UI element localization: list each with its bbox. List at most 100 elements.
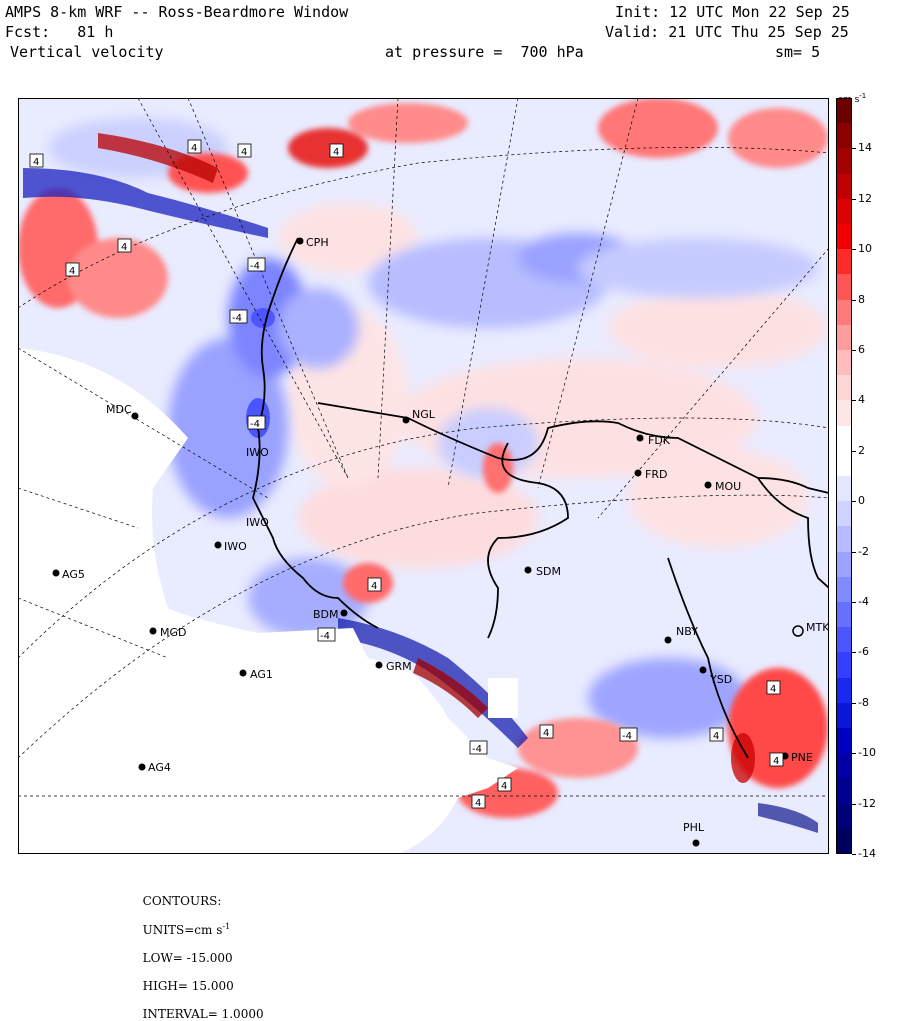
contour-label-box: 4: [187, 139, 202, 154]
svg-text:4: 4: [543, 728, 549, 739]
footer-contours: CONTOURS:: [142, 894, 222, 908]
footer-low: LOW= -15.000: [142, 951, 233, 965]
colorbar-tick: [852, 450, 856, 452]
pressure-level: at pressure = 700 hPa: [385, 43, 584, 61]
colorbar-label: 6: [858, 343, 865, 356]
station-dot-ag1: [239, 669, 247, 677]
svg-text:4: 4: [191, 143, 197, 154]
station-dot-mou: [704, 481, 712, 489]
colorbar-segment: [836, 224, 852, 250]
contour-label-box: 4: [65, 262, 80, 277]
svg-text:4: 4: [475, 798, 481, 809]
colorbar-tick: [852, 854, 856, 855]
colorbar-segment: [836, 476, 852, 502]
colorbar-tick: [852, 753, 856, 755]
svg-text:4: 4: [333, 147, 339, 158]
colorbar-segment: [836, 652, 852, 679]
colorbar-segment: [836, 602, 852, 628]
colorbar-label: 4: [858, 393, 865, 407]
colorbar-label: 0: [858, 494, 865, 508]
map-panel[interactable]: CPH MDC NGL FDK FRD MOU SDM IWO AG5 BDM …: [18, 98, 829, 854]
colorbar-tick: [852, 551, 856, 553]
station-dot-phl: [692, 839, 700, 847]
station-label: YSD: [709, 673, 732, 686]
svg-text:-4: -4: [622, 731, 632, 742]
contour-label-box: -4: [229, 309, 248, 324]
station-dot-grm: [375, 661, 383, 669]
colorbar-label: -6: [858, 645, 869, 659]
station-dot-fdk: [636, 434, 644, 442]
colorbar-tick: [852, 148, 856, 150]
contour-label-box: 4: [539, 724, 554, 739]
svg-text:4: 4: [121, 242, 127, 253]
colorbar-label: 2: [858, 443, 865, 457]
contour-label-box: -4: [469, 740, 488, 755]
colorbar-tick: [852, 602, 856, 603]
station-dot-ag5: [52, 569, 60, 577]
station-label: CPH: [306, 236, 329, 249]
station-label: IWO: [246, 516, 269, 529]
svg-text:4: 4: [33, 157, 39, 168]
colorbar-segment: [836, 350, 852, 376]
station-dot-iwo: [214, 541, 222, 549]
station-dot-mgd: [149, 627, 157, 635]
contour-label-box: 4: [766, 680, 781, 695]
contour-label-box: -4: [247, 257, 266, 272]
svg-text:-4: -4: [232, 313, 242, 324]
station-dot-sdm: [524, 566, 532, 574]
footer-interval: INTERVAL= 1.0000: [142, 1007, 264, 1021]
station-label: SDM: [536, 565, 561, 578]
station-dot-mtk: [792, 625, 804, 637]
station-label: BDM: [313, 608, 339, 621]
contour-label-box: 4: [29, 153, 44, 168]
init-time: Init: 12 UTC Mon 22 Sep 25: [615, 3, 850, 21]
colorbar-label: -12: [858, 796, 876, 810]
colorbar-segment: [836, 627, 852, 653]
station-label: NBY: [676, 625, 698, 638]
masked-terrain: [18, 348, 518, 854]
colorbar-label: 12: [858, 191, 872, 205]
colorbar-segment: [836, 249, 852, 275]
colorbar-segment: [836, 274, 852, 301]
colorbar-segment: [836, 702, 852, 729]
colorbar-tick: [852, 400, 856, 402]
station-label: PHL: [683, 821, 705, 834]
station-dot-ngl: [402, 416, 410, 424]
colorbar-label: -8: [858, 695, 869, 709]
svg-text:-4: -4: [320, 631, 330, 642]
svg-text:-4: -4: [250, 261, 260, 272]
contour-labels: 4 4 4 4 4 4 -4 -4 -4 -4 -4 4 4 4 4 -4 4 …: [29, 139, 784, 809]
station-label: AG5: [62, 568, 85, 581]
contour-label-box: 4: [769, 752, 784, 767]
station-label: PNE: [791, 751, 813, 764]
colorbar: [836, 98, 852, 855]
coastline: [252, 237, 829, 759]
colorbar-segment: [836, 324, 852, 351]
station-label: GRM: [386, 660, 412, 673]
colorbar-label: -10: [858, 746, 876, 760]
footer-high: HIGH= 15.000: [142, 979, 234, 993]
smoothing: sm= 5: [775, 43, 821, 61]
station-label: IWO: [224, 540, 247, 553]
svg-text:-4: -4: [472, 744, 482, 755]
colorbar-segment: [836, 375, 852, 401]
colorbar-segment: [836, 551, 852, 578]
svg-text:4: 4: [371, 581, 377, 592]
valid-time: Valid: 21 UTC Thu 25 Sep 25: [605, 23, 849, 41]
colorbar-label: -14: [858, 847, 876, 860]
svg-text:4: 4: [713, 731, 719, 742]
footer-units: UNITS=cm s-1: [142, 922, 231, 937]
contour-label-box: 4: [471, 794, 486, 809]
colorbar-segment: [836, 400, 852, 427]
colorbar-segment: [836, 173, 852, 200]
colorbar-tick: [852, 249, 856, 251]
colorbar-segment: [836, 450, 852, 477]
station-label: FDK: [648, 434, 671, 447]
station-label: FRD: [645, 468, 667, 481]
station-dot-ag4: [138, 763, 146, 771]
contour-label-box: 4: [117, 238, 132, 253]
colorbar-segment: [836, 803, 852, 830]
svg-text:4: 4: [69, 266, 75, 277]
colorbar-segment: [836, 148, 852, 175]
colorbar-label: 8: [858, 292, 865, 306]
